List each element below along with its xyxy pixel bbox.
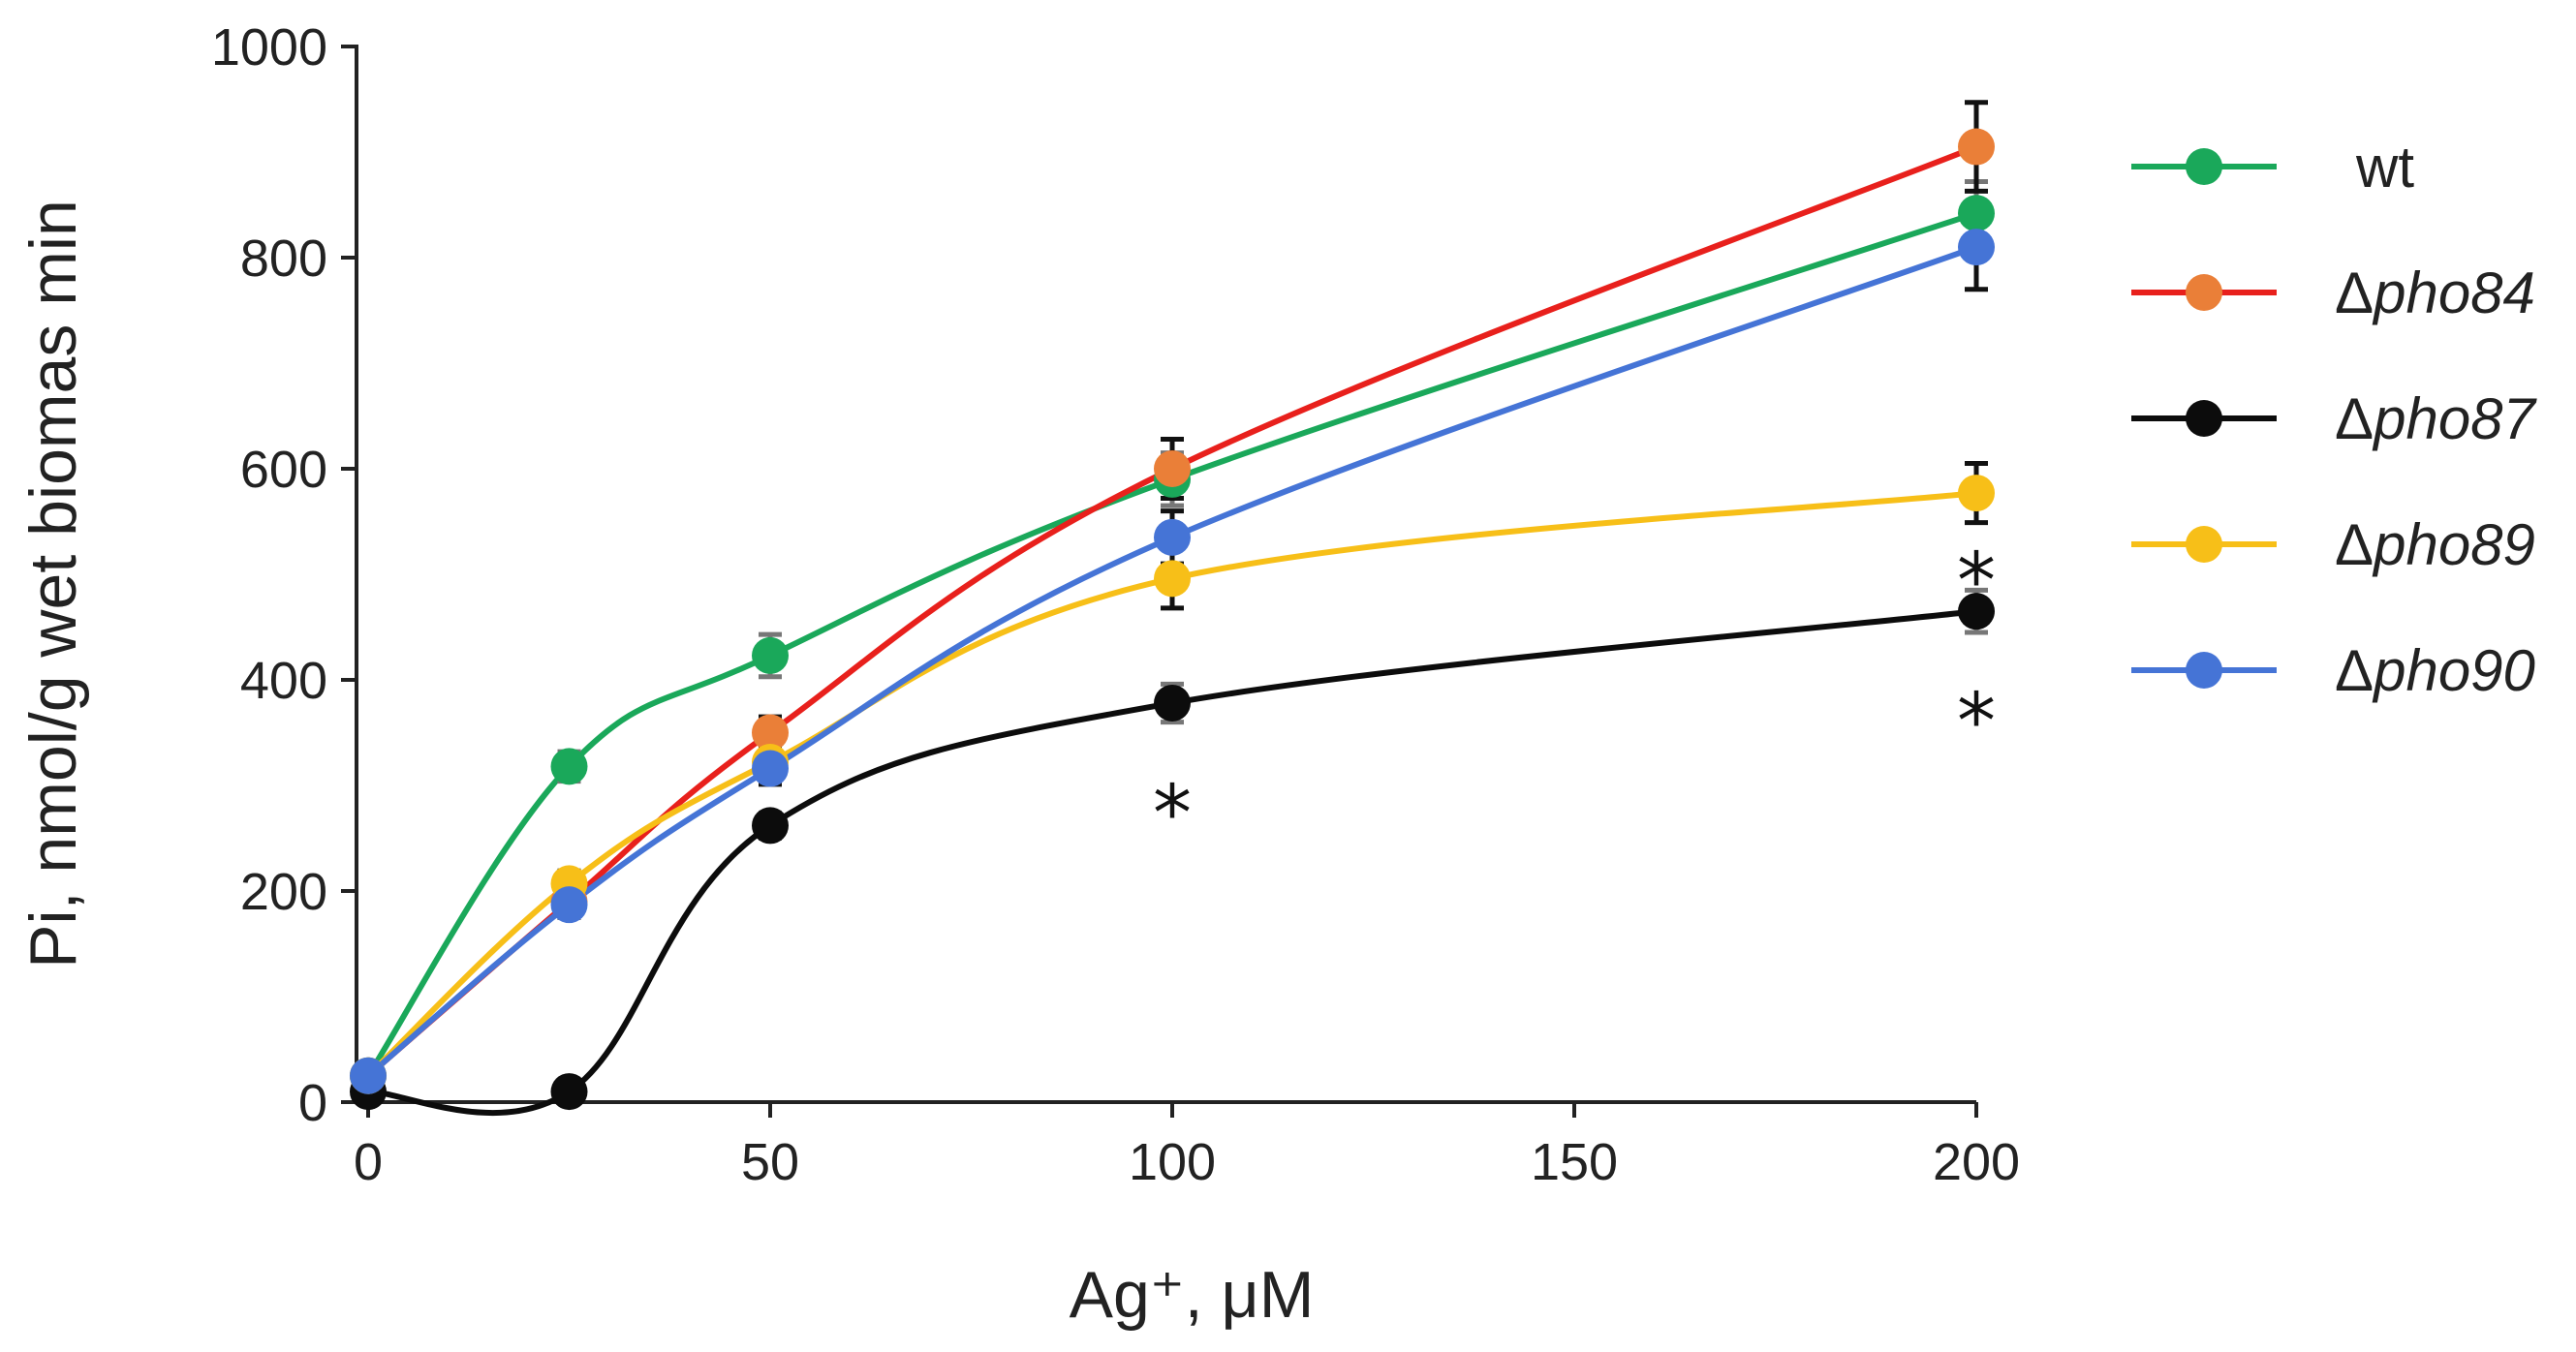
legend-entry: Δpho90 [2131,638,2535,703]
legend-marker [2186,274,2222,311]
legend-entry: Δpho84 [2131,261,2535,325]
legend-label-text: pho84 [2372,261,2535,325]
series-line-delta-pho90 [365,244,1979,1079]
data-point-delta-pho84 [1958,128,1995,166]
legend-label-text: pho89 [2372,512,2535,577]
y-tick-label: 800 [240,230,327,288]
data-point-delta-pho90 [752,750,789,787]
y-tick-label: 200 [240,863,327,921]
legend-entry: Δpho89 [2131,512,2535,577]
x-tick-label: 50 [741,1133,799,1191]
legend-label-text: wt [2355,135,2414,200]
significance-star: * [1153,768,1192,858]
legend-label-text: pho87 [2372,386,2537,451]
data-point-delta-pho87 [752,807,789,845]
significance-annotations: * * * [1153,537,1996,859]
series-line-delta-pho84 [365,143,1979,1079]
legend-marker [2186,400,2222,437]
data-markers [350,128,1995,1111]
y-tick-label: 0 [298,1074,327,1132]
legend-label-prefix: Δ [2335,638,2374,703]
error-bars [357,100,1988,1100]
legend-marker [2186,652,2222,689]
data-point-wt [752,636,789,674]
data-point-delta-pho89 [1958,475,1995,512]
legend-entry: Δpho87 [2131,386,2538,451]
legend-label: wt [2355,135,2414,200]
x-axis-title: Ag⁺, μM [1070,1258,1315,1332]
x-tick-label: 0 [354,1133,383,1191]
significance-star: * [1957,537,1996,627]
y-tick-label: 600 [240,441,327,499]
legend-label-prefix: Δ [2335,386,2374,451]
significance-star: * [1957,677,1996,767]
data-point-delta-pho90 [1958,229,1995,266]
data-point-delta-pho84 [752,714,789,752]
legend-label: Δpho90 [2335,638,2535,703]
y-tick-label: 400 [240,652,327,710]
data-point-delta-pho90 [1154,518,1191,556]
data-point-delta-pho89 [1154,560,1191,598]
legend-marker [2186,526,2222,563]
y-axis-title: Pi, nmol/g wet biomas min [16,200,90,968]
legend-entry: wt [2131,135,2414,200]
legend-label-prefix: Δ [2335,512,2374,577]
data-point-delta-pho87 [1958,593,1995,630]
legend-label: Δpho84 [2335,261,2535,325]
x-tick-label: 200 [1933,1133,2020,1191]
legend-label-text: pho90 [2372,638,2535,703]
legend-label: Δpho87 [2335,386,2538,451]
series-lines [365,143,1979,1117]
legend-label-prefix: Δ [2335,261,2374,325]
legend-marker [2186,148,2222,185]
data-point-wt [550,748,588,785]
data-point-delta-pho90 [550,886,588,924]
series-line-delta-pho87 [365,608,1979,1117]
data-point-delta-pho87 [1154,684,1191,722]
data-point-delta-pho87 [550,1073,588,1111]
data-point-wt [1958,195,1995,232]
x-tick-label: 150 [1531,1133,1618,1191]
y-tick-label: 1000 [211,18,327,77]
data-point-delta-pho90 [350,1057,387,1094]
data-point-delta-pho84 [1154,450,1191,487]
x-tick-label: 100 [1129,1133,1216,1191]
series-line-wt [365,210,1979,1079]
axes: 0 200 400 600 800 1000 0 50 100 150 200 [211,18,2020,1191]
legend-label: Δpho89 [2335,512,2535,577]
